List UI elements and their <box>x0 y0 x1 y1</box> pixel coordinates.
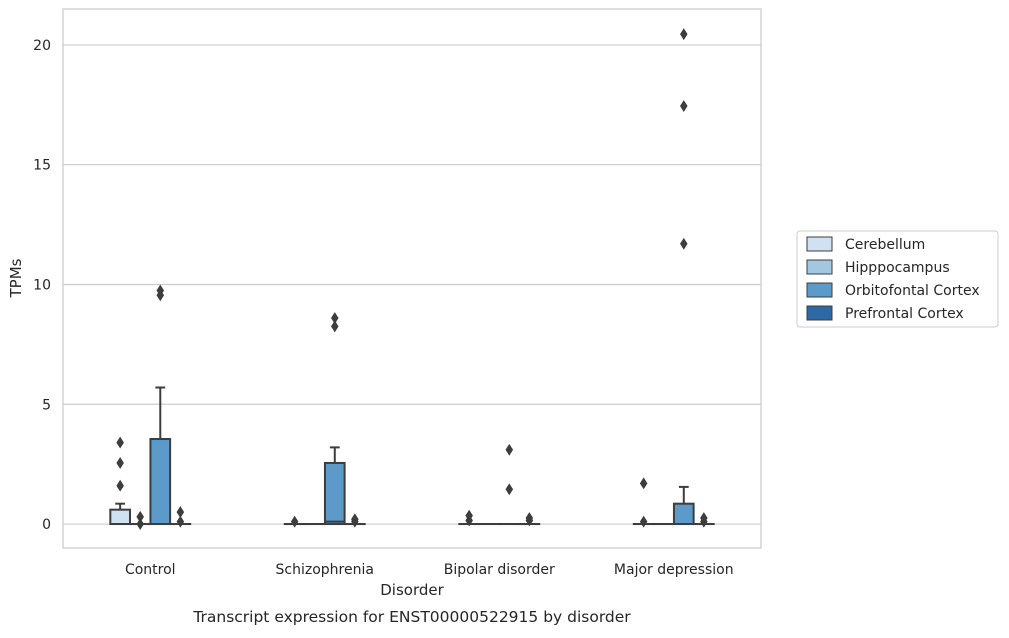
outlier-point <box>177 507 184 517</box>
legend-label: Cerebellum <box>845 237 925 253</box>
y-axis-ticks: 0 5 10 15 20 <box>33 38 51 533</box>
legend-label: Orbitofontal Cortex <box>845 283 980 299</box>
box-group <box>171 507 191 527</box>
box-group <box>285 516 305 526</box>
box-group <box>634 478 654 527</box>
legend-swatch <box>807 260 832 274</box>
outlier-point <box>331 313 338 323</box>
box-group <box>499 445 519 524</box>
box <box>110 510 130 524</box>
outlier-point <box>137 512 144 522</box>
outlier-point <box>680 29 687 39</box>
outlier-point <box>506 445 513 455</box>
x-tick-label: Schizophrenia <box>276 562 374 578</box>
box-group <box>110 437 130 524</box>
y-tick-label: 5 <box>42 397 51 413</box>
box <box>150 439 170 524</box>
y-axis-title: TPMs <box>7 258 25 298</box>
legend-swatch <box>807 237 832 251</box>
legend-swatch <box>807 283 832 297</box>
outlier-point <box>291 516 298 526</box>
x-tick-label: Control <box>125 562 176 578</box>
outlier-point <box>680 101 687 111</box>
y-tick-label: 15 <box>33 158 51 174</box>
box-group <box>674 29 694 524</box>
box-group <box>694 513 714 527</box>
outlier-point <box>117 458 124 468</box>
outlier-point <box>680 239 687 249</box>
box <box>325 463 345 524</box>
box-group <box>325 313 345 524</box>
y-tick-label: 20 <box>33 38 51 54</box>
legend-label: Prefrontal Cortex <box>845 306 964 322</box>
chart-caption: Transcript expression for ENST0000052291… <box>192 608 631 626</box>
x-tick-label: Bipolar disorder <box>444 562 555 578</box>
box-layer <box>110 29 713 529</box>
x-axis-title: Disorder <box>380 581 444 599</box>
box-group <box>130 512 150 530</box>
y-tick-label: 10 <box>33 277 51 293</box>
outlier-point <box>117 481 124 491</box>
outlier-point <box>117 437 124 447</box>
legend: Cerebellum Hipppocampus Orbitofontal Corte… <box>797 231 998 327</box>
outlier-point <box>506 484 513 494</box>
legend-label: Hipppocampus <box>845 260 950 276</box>
y-tick-label: 0 <box>42 517 51 533</box>
box-group <box>520 513 540 526</box>
box <box>674 504 694 524</box>
x-axis-ticks: Control Schizophrenia Bipolar disorder Majo… <box>125 562 734 578</box>
outlier-point <box>640 516 647 526</box>
legend-swatch <box>807 306 832 320</box>
x-tick-label: Major depression <box>614 562 734 578</box>
box-group <box>459 510 479 525</box>
box-group <box>345 514 365 527</box>
outlier-point <box>640 478 647 488</box>
